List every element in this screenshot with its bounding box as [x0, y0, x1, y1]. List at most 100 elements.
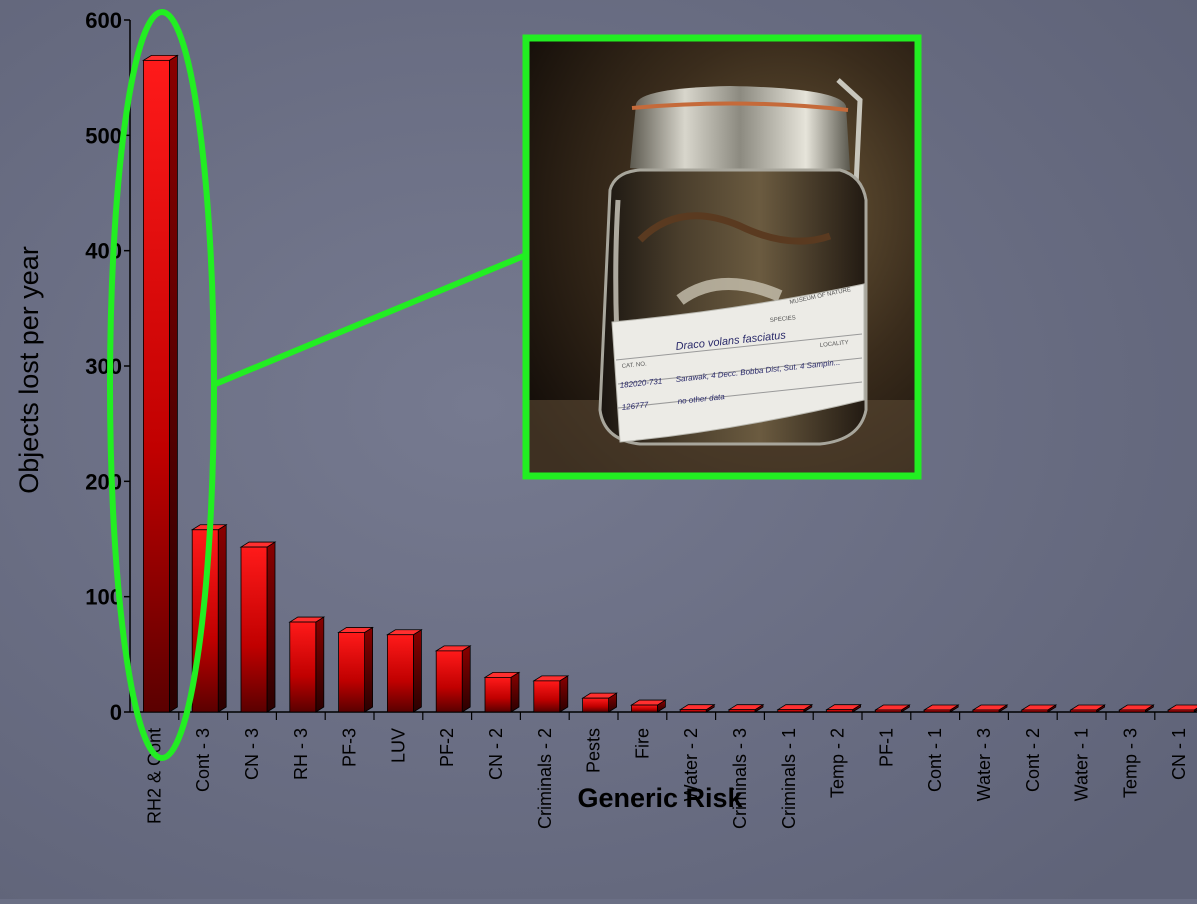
bar-front [338, 632, 366, 713]
specimen-body [637, 212, 832, 245]
bar-front [1167, 709, 1195, 713]
bar [483, 671, 521, 713]
callout-line [211, 252, 528, 388]
bar-side [364, 626, 373, 713]
x-tick-label: Cont - 3 [193, 728, 213, 792]
x-tick-label: PF-3 [340, 728, 360, 767]
bar-side [461, 645, 471, 713]
bar-front [386, 634, 414, 713]
bar-front [728, 709, 756, 713]
bar-front [923, 709, 951, 713]
x-tick-label: Water - 2 [681, 728, 701, 801]
specimen-jar-photo: Draco volans fasciatus SPECIES LOCALITY … [522, 34, 922, 480]
bar-front [533, 680, 561, 713]
specimen-tag [676, 277, 783, 305]
bar-front [142, 59, 170, 713]
bar-side [559, 675, 569, 713]
bar [1118, 704, 1155, 713]
bar-front [826, 709, 853, 713]
bar-front [631, 704, 658, 713]
x-tick-label: Water - 3 [974, 728, 994, 801]
bar-front [875, 709, 902, 713]
x-tick-label: RH - 3 [291, 728, 311, 780]
photo-frame [522, 34, 922, 480]
label-rule [617, 381, 863, 409]
bar-front [1070, 709, 1097, 713]
bar [386, 629, 423, 713]
y-tick-label: 200 [85, 469, 122, 494]
bar [678, 703, 716, 713]
x-tick-label: LUV [388, 728, 408, 763]
x-tick-label: CN - 2 [486, 728, 506, 780]
bar-front [435, 650, 463, 713]
x-tick-label: Temp - 2 [828, 728, 848, 798]
bar-side [169, 54, 178, 713]
label-catalog-caption: CAT. NO. [622, 361, 648, 370]
x-tick-label: Criminals - 1 [779, 728, 799, 829]
bar [581, 692, 618, 713]
y-axis-label: Objects lost per year [14, 246, 44, 494]
y-tick-label: 300 [85, 354, 122, 379]
bar [288, 616, 326, 713]
bars [142, 54, 1197, 713]
label-species-caption: SPECIES [770, 315, 797, 324]
bar [630, 699, 667, 713]
bar-side [413, 629, 422, 713]
jar-clamp-wire [836, 78, 863, 187]
bar-side [266, 541, 276, 713]
bar-front [972, 709, 1000, 713]
bar-front [240, 546, 268, 713]
bar-front [777, 709, 805, 713]
x-tick-label: PF-2 [437, 728, 457, 767]
label-rule [617, 357, 863, 385]
bar [922, 704, 960, 713]
jar-seal-ring [631, 101, 849, 112]
bar-front [289, 621, 317, 713]
bar-front [484, 677, 512, 713]
highlight-callout [107, 9, 528, 761]
jar-lid [630, 86, 850, 175]
bar [1020, 704, 1058, 713]
bar-front [679, 709, 707, 713]
label-rule [615, 333, 863, 361]
bar [434, 645, 472, 713]
x-tick-label: CN - 1 [1169, 728, 1189, 780]
x-tick-label: CN - 3 [242, 728, 262, 780]
x-tick-label: Water - 1 [1072, 728, 1092, 801]
x-axis-label: Generic Risk [577, 783, 743, 813]
bar-front [1119, 709, 1146, 713]
label-locality-caption: LOCALITY [820, 340, 849, 349]
label-catalog-number: 126777 [621, 400, 649, 412]
x-tick-label: Fire [632, 728, 652, 759]
bar [1166, 704, 1197, 713]
y-tick-label: 600 [85, 8, 122, 33]
bar [142, 54, 179, 713]
x-tick-label: Temp - 3 [1120, 728, 1140, 798]
bar-side [510, 671, 520, 713]
bar-front [1021, 709, 1049, 713]
bar [874, 704, 911, 713]
bar-side [315, 616, 325, 713]
x-tick-label: PF-1 [876, 728, 896, 767]
jar-paper-label [611, 283, 865, 443]
bar [727, 703, 765, 713]
bar [1069, 704, 1106, 713]
bar-side [217, 524, 227, 713]
bar [825, 703, 862, 713]
x-tick-label: Criminals - 2 [535, 728, 555, 829]
bar [776, 703, 814, 713]
x-tick-label: Cont - 1 [925, 728, 945, 792]
x-tick-label: Pests [584, 728, 604, 773]
bar-front [582, 697, 609, 713]
bar [337, 626, 374, 713]
x-tick-label: Cont - 2 [1023, 728, 1043, 792]
x-ticks: RH2 & Cont Cont - 3 CN - 3 RH - 3 PF-3 LUV PF-… [144, 712, 1189, 829]
y-tick-label: 0 [110, 700, 122, 725]
bar [971, 704, 1009, 713]
bar [239, 541, 277, 713]
y-tick-label: 500 [85, 123, 122, 148]
bar [532, 675, 570, 713]
label-catalog-number: 182020-731 [619, 377, 662, 390]
